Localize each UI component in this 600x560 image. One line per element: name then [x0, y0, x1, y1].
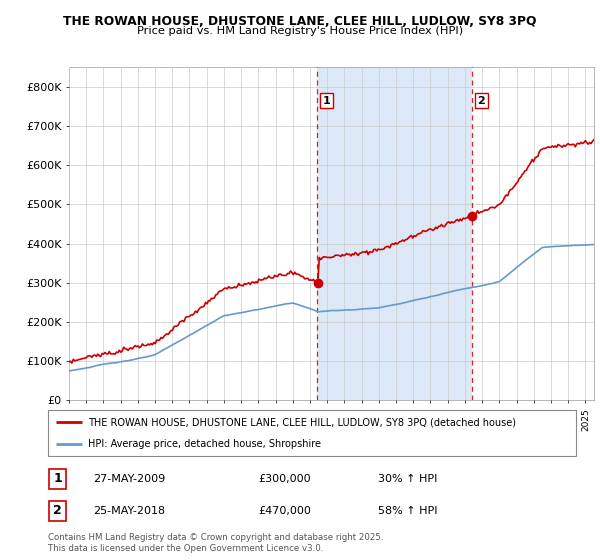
Text: £300,000: £300,000 [258, 474, 311, 484]
Text: £470,000: £470,000 [258, 506, 311, 516]
Text: THE ROWAN HOUSE, DHUSTONE LANE, CLEE HILL, LUDLOW, SY8 3PQ (detached house): THE ROWAN HOUSE, DHUSTONE LANE, CLEE HIL… [88, 417, 515, 427]
Text: 27-MAY-2009: 27-MAY-2009 [93, 474, 165, 484]
Text: 58% ↑ HPI: 58% ↑ HPI [378, 506, 437, 516]
Text: 1: 1 [53, 472, 62, 486]
Text: 30% ↑ HPI: 30% ↑ HPI [378, 474, 437, 484]
Text: 25-MAY-2018: 25-MAY-2018 [93, 506, 165, 516]
Text: 1: 1 [322, 96, 330, 105]
Text: THE ROWAN HOUSE, DHUSTONE LANE, CLEE HILL, LUDLOW, SY8 3PQ: THE ROWAN HOUSE, DHUSTONE LANE, CLEE HIL… [63, 15, 537, 28]
Bar [317, 67, 472, 400]
Text: 2: 2 [53, 504, 62, 517]
Text: HPI: Average price, detached house, Shropshire: HPI: Average price, detached house, Shro… [88, 439, 320, 449]
Text: Contains HM Land Registry data © Crown copyright and database right 2025.
This d: Contains HM Land Registry data © Crown c… [48, 533, 383, 553]
Text: Price paid vs. HM Land Registry's House Price Index (HPI): Price paid vs. HM Land Registry's House … [137, 26, 463, 36]
Text: 2: 2 [477, 96, 485, 105]
